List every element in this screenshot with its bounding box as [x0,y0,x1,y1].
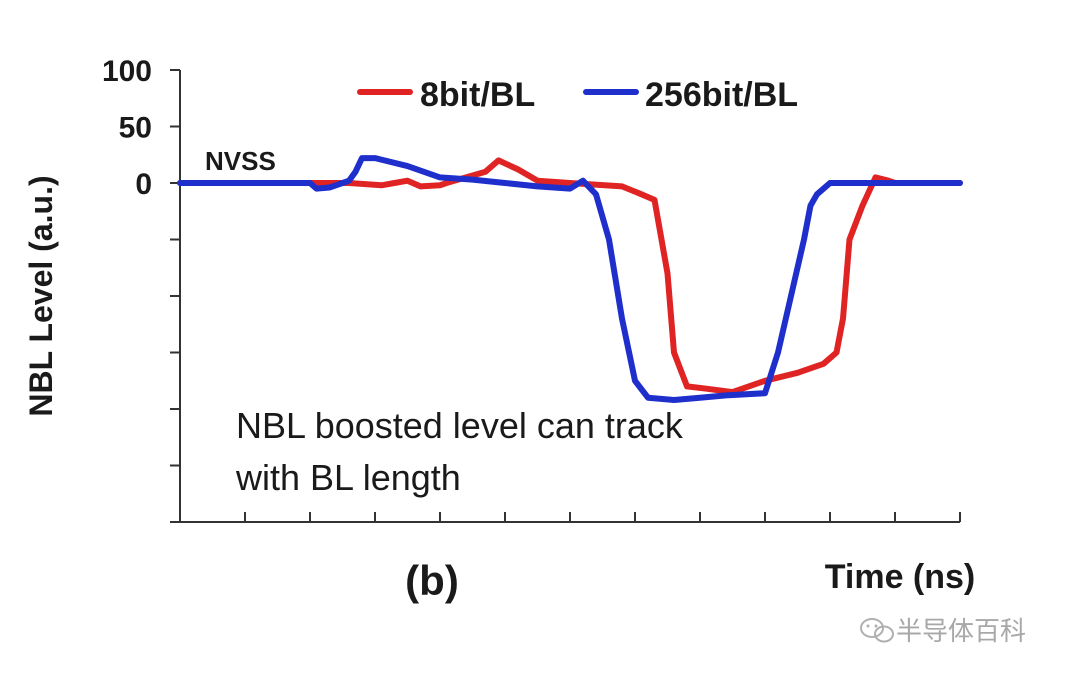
watermark-text: 半导体百科 [896,617,1026,647]
legend-label-256bit: 256bit/BL [645,76,798,114]
watermark: 半导体百科 [860,617,1026,647]
x-axis-label: Time (ns) [825,558,976,596]
y-axis-label: NBL Level (a.u.) [23,175,59,416]
series-line-256bit [177,155,963,403]
annotation-line-1: NBL boosted level can track [236,405,684,446]
x-ticks [179,512,961,522]
y-tick-label: 50 [119,112,152,145]
legend-label-8bit: 8bit/BL [420,76,535,114]
series-layer [177,155,963,403]
legend: 8bit/BL 256bit/BL [357,76,798,114]
y-ticks: 100 50 0 [102,55,180,523]
annotation-nvss: NVSS [205,146,276,176]
panel-label: (b) [405,557,459,604]
y-tick-label: 0 [135,168,152,201]
annotation-line-2: with BL length [235,457,461,498]
y-tick-label: 100 [102,55,152,88]
wechat-icon [860,618,894,643]
series-line-8bit [177,157,963,396]
